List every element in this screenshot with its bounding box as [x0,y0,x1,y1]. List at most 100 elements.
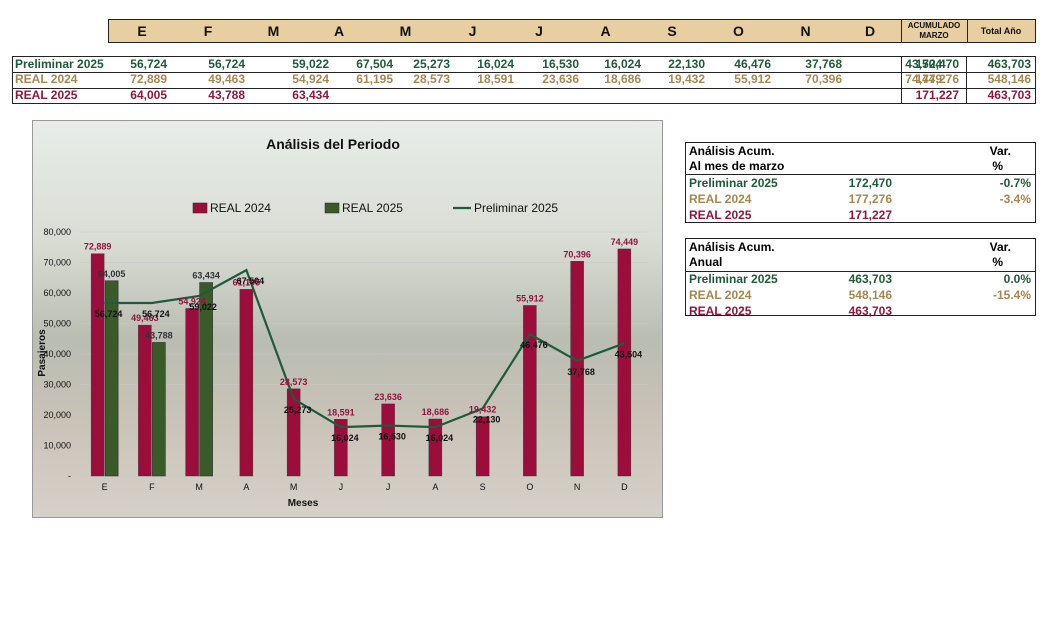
cell-value: 61,195 [356,72,393,87]
y-tick-label: 60,000 [43,288,71,298]
label-real-2024: 72,889 [84,242,112,252]
analysis-row-label: Preliminar 2025 [689,176,778,190]
y-tick-label: - [68,471,71,481]
table-row: Preliminar 2025 56,724 56,724 59,022 67,504 2… [13,57,1035,72]
table-row: REAL 2025 64,005 43,788 63,434 171,227 463,70… [13,88,1035,103]
analysis-row-var: -3.4% [999,192,1031,207]
cell-value: 46,476 [734,57,771,71]
bar-real-2024 [381,403,395,477]
y-tick-label: 20,000 [43,410,71,420]
label-real-2024: 54,924 [178,296,206,306]
bar-real-2025 [104,280,119,477]
label-real-2024: 18,686 [422,407,450,417]
legend-label: Preliminar 2025 [474,201,558,215]
cell-value: 64,005 [130,87,167,102]
analysis-row-value: 172,470 [848,176,892,190]
cell-value: 74,449 [905,72,942,87]
analysis-row-var: -0.7% [999,176,1031,190]
chart-legend: REAL 2024 REAL 2025 Preliminar 2025 [192,201,558,215]
cell-value: 43,504 [905,57,942,71]
y-tick-label: 50,000 [43,319,71,329]
header-month-10: N [800,23,811,39]
analysis-row-label: REAL 2025 [689,208,752,223]
analysis-row: REAL 2025 171,227 [686,207,1035,223]
cell-value: 56,724 [130,57,167,71]
monthly-data-table: Preliminar 2025 56,724 56,724 59,022 67,504 2… [12,56,1036,104]
cell-value: 67,504 [356,57,393,71]
x-tick-label: D [621,482,628,492]
x-tick-label: M [290,482,298,492]
label-preliminar-2025: 16,024 [331,433,359,443]
header-month-1: F [203,23,213,39]
cell-value: 28,573 [413,72,450,87]
box-march-subtitle: Al mes de marzo [689,159,785,173]
table-row-separator [13,88,1035,89]
cell-value: 19,432 [668,72,705,87]
cell-acum: 171,227 [915,87,959,102]
cell-value: 59,022 [292,57,329,71]
cell-total: 548,146 [987,72,1031,87]
analysis-row-label: REAL 2024 [689,288,752,303]
cell-value: 56,724 [208,57,245,71]
box-march-var-label: Var. [989,144,1011,158]
bar-real-2024 [138,324,152,477]
cell-total: 463,703 [987,57,1031,71]
cell-acum: 177,276 [915,72,959,87]
header-month-7: A [600,23,611,39]
label-real-2025: 64,005 [98,269,126,279]
label-real-2024: 74,449 [611,237,639,247]
x-tick-label: J [386,482,391,492]
bar-real-2024 [475,416,490,477]
label-preliminar-2025: 59,022 [189,302,217,312]
box-annual-var-label: Var. [989,240,1011,254]
y-axis-ticks: - 10,000 20,000 30,000 40,000 50,000 60,000 70,… [43,227,71,481]
analysis-row: Preliminar 2025 463,703 0.0% [686,271,1035,287]
x-tick-label: O [526,482,533,492]
analysis-row: REAL 2025 463,703 [686,303,1035,319]
analysis-row-label: Preliminar 2025 [689,272,778,286]
cell-value: 16,024 [604,57,641,71]
header-month-6: J [535,23,543,39]
label-preliminar-2025: 43,504 [615,349,643,359]
label-preliminar-2025: 56,724 [95,309,123,319]
analysis-row-label: REAL 2024 [689,192,752,207]
analysis-row-var: 0.0% [1003,272,1031,286]
box-march-pct-label: % [992,159,1003,173]
bar-real-2025 [152,342,166,477]
cell-value: 72,889 [130,72,167,87]
analysis-row-value: 177,276 [848,192,892,207]
bar-real-2024 [617,248,632,477]
cell-value: 49,463 [208,72,245,87]
label-preliminar-2025: 67,504 [237,276,265,286]
y-tick-label: 40,000 [43,349,71,359]
analysis-row-value: 171,227 [848,208,892,223]
header-total-year: Total Año [980,26,1022,36]
bar-real-2024 [90,253,105,477]
x-tick-label: E [102,482,108,492]
table-row-separator [13,72,1035,73]
analysis-row-value: 548,146 [848,288,892,303]
x-tick-label: A [432,482,438,492]
label-real-2024: 18,591 [327,407,355,417]
cell-value: 54,924 [292,72,329,87]
legend-swatch [324,202,340,214]
label-preliminar-2025: 16,530 [378,432,406,442]
label-preliminar-2025: 56,724 [142,309,170,319]
cell-value: 18,591 [477,72,514,87]
bar-real-2024 [185,308,199,477]
table-row: REAL 2024 72,889 49,463 54,924 61,195 28,573 1… [13,72,1035,87]
preliminar-line [104,268,625,429]
x-tick-label: N [574,482,581,492]
label-real-2024: 61,195 [233,277,261,287]
x-tick-label: A [243,482,249,492]
x-tick-label: J [339,482,344,492]
chart-area: Análisis del Periodo Meses Pasajeros REA… [32,120,663,518]
data-labels: 72,889 49,463 54,924 61,195 28,573 18,591 23,6… [84,237,642,443]
label-real-2025: 63,434 [192,271,220,281]
bar-real-2024 [286,388,301,477]
label-preliminar-2025: 16,024 [426,433,454,443]
box-annual-pct-label: % [992,255,1003,269]
month-header: E F M A M J J A S O N D ACUMULADO MARZO Total Año [108,19,1036,43]
label-preliminar-2025: 22,130 [473,415,501,425]
cell-value: 18,686 [604,72,641,87]
